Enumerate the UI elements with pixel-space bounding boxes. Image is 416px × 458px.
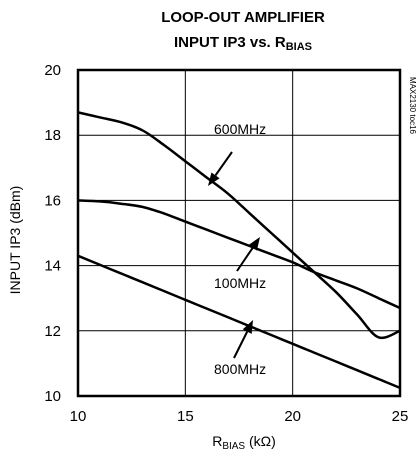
x-axis-label-main: R	[212, 433, 222, 449]
annotation-arrow-line	[236, 247, 254, 272]
y-tick-label: 12	[44, 323, 61, 340]
annotation-arrow-line	[233, 331, 249, 359]
annotation-arrow-head	[208, 172, 220, 186]
annotation-labels: 600MHz 100MHz 800MHz	[214, 121, 266, 377]
annotation-arrows	[208, 151, 260, 359]
x-tick-label: 25	[392, 408, 409, 425]
annotation-label: 800MHz	[214, 361, 266, 377]
side-label: MAX2130 toc16	[408, 77, 416, 134]
y-tick-label: 10	[44, 388, 61, 405]
chart-title-main: INPUT IP3 vs. R	[174, 34, 286, 51]
series-lines	[77, 111, 401, 390]
series-line-100MHz	[77, 199, 401, 310]
y-tick-label: 20	[44, 62, 61, 79]
x-tick-label: 20	[284, 408, 301, 425]
y-tick-label: 14	[44, 258, 61, 275]
annotation-arrow-head	[248, 237, 260, 251]
annotation-label: 600MHz	[214, 121, 266, 137]
annotation-arrow-line	[214, 151, 233, 176]
x-tick-label: 15	[177, 408, 194, 425]
series-line-800MHz	[77, 254, 401, 390]
x-axis-label: RBIAS (kΩ)	[212, 433, 276, 452]
annotation-arrow-head	[242, 320, 253, 334]
y-axis-label: INPUT IP3 (dBm)	[7, 186, 23, 295]
x-axis-label-sub: BIAS	[222, 441, 245, 452]
annotation-label: 100MHz	[214, 275, 266, 291]
plot-frame	[76, 68, 402, 398]
chart-title-sub: BIAS	[286, 41, 312, 53]
y-tick-label: 16	[44, 192, 61, 209]
chart-title-line1: LOOP-OUT AMPLIFIER	[161, 9, 325, 26]
chart-title-line2: INPUT IP3 vs. RBIAS	[174, 34, 312, 53]
y-tick-label: 18	[44, 127, 61, 144]
x-axis-label-unit: (kΩ)	[245, 433, 276, 449]
series-line-600MHz	[77, 111, 401, 340]
x-tick-label: 10	[70, 408, 87, 425]
tick-labels: 10 15 20 25 10 12 14 16 18 20	[44, 62, 408, 425]
